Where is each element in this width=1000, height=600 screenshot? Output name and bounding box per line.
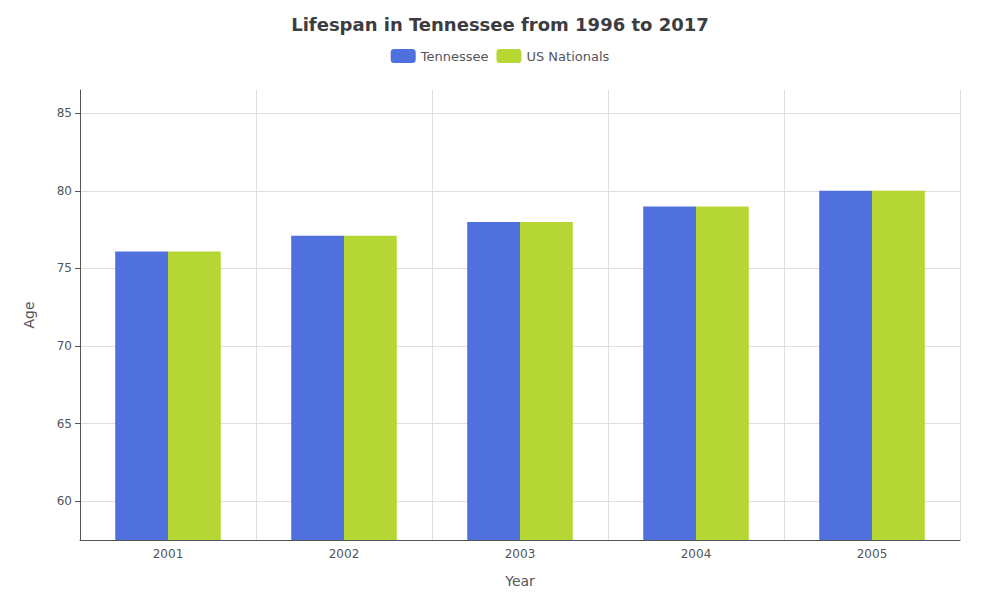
svg-text:Tennessee: Tennessee: [420, 49, 489, 64]
svg-text:Age: Age: [21, 301, 37, 328]
svg-text:65: 65: [57, 417, 72, 431]
svg-text:60: 60: [57, 494, 72, 508]
svg-text:US Nationals: US Nationals: [526, 49, 609, 64]
svg-text:2001: 2001: [153, 547, 184, 561]
svg-text:70: 70: [57, 339, 72, 353]
svg-text:2003: 2003: [505, 547, 536, 561]
svg-text:2002: 2002: [329, 547, 360, 561]
svg-text:Year: Year: [504, 573, 535, 589]
svg-text:80: 80: [57, 184, 72, 198]
svg-text:2005: 2005: [857, 547, 888, 561]
svg-text:85: 85: [57, 106, 72, 120]
svg-text:75: 75: [57, 261, 72, 275]
svg-text:2004: 2004: [681, 547, 712, 561]
svg-text:Lifespan in Tennessee from 199: Lifespan in Tennessee from 1996 to 2017: [291, 14, 709, 35]
